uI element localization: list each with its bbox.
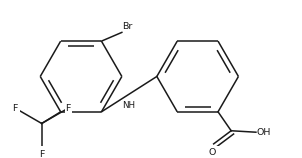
Text: F: F [66,104,71,113]
Text: F: F [39,150,44,158]
Text: O: O [208,148,216,157]
Text: Br: Br [123,22,133,31]
Text: NH: NH [123,101,136,110]
Text: F: F [12,104,18,113]
Text: OH: OH [257,128,271,137]
